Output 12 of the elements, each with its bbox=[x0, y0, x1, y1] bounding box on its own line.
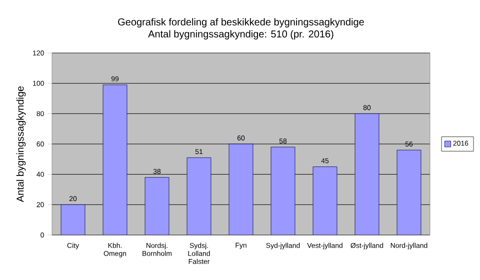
bar bbox=[60, 204, 86, 235]
bar bbox=[102, 84, 128, 235]
bar bbox=[312, 166, 338, 235]
bar bbox=[354, 113, 380, 235]
bar bbox=[228, 144, 254, 235]
bar bbox=[270, 146, 296, 235]
chart-title: Geografisk fordeling af beskikkede bygningssagkyndige bbox=[118, 18, 364, 28]
chart-subtitle: Antal bygningssagkyndige: 510 (pr. 2016) bbox=[148, 30, 334, 40]
bar bbox=[396, 150, 422, 235]
bar bbox=[186, 157, 212, 235]
bar bbox=[144, 177, 170, 235]
y-axis-title: Antal bygningssagkyndige bbox=[16, 86, 26, 202]
